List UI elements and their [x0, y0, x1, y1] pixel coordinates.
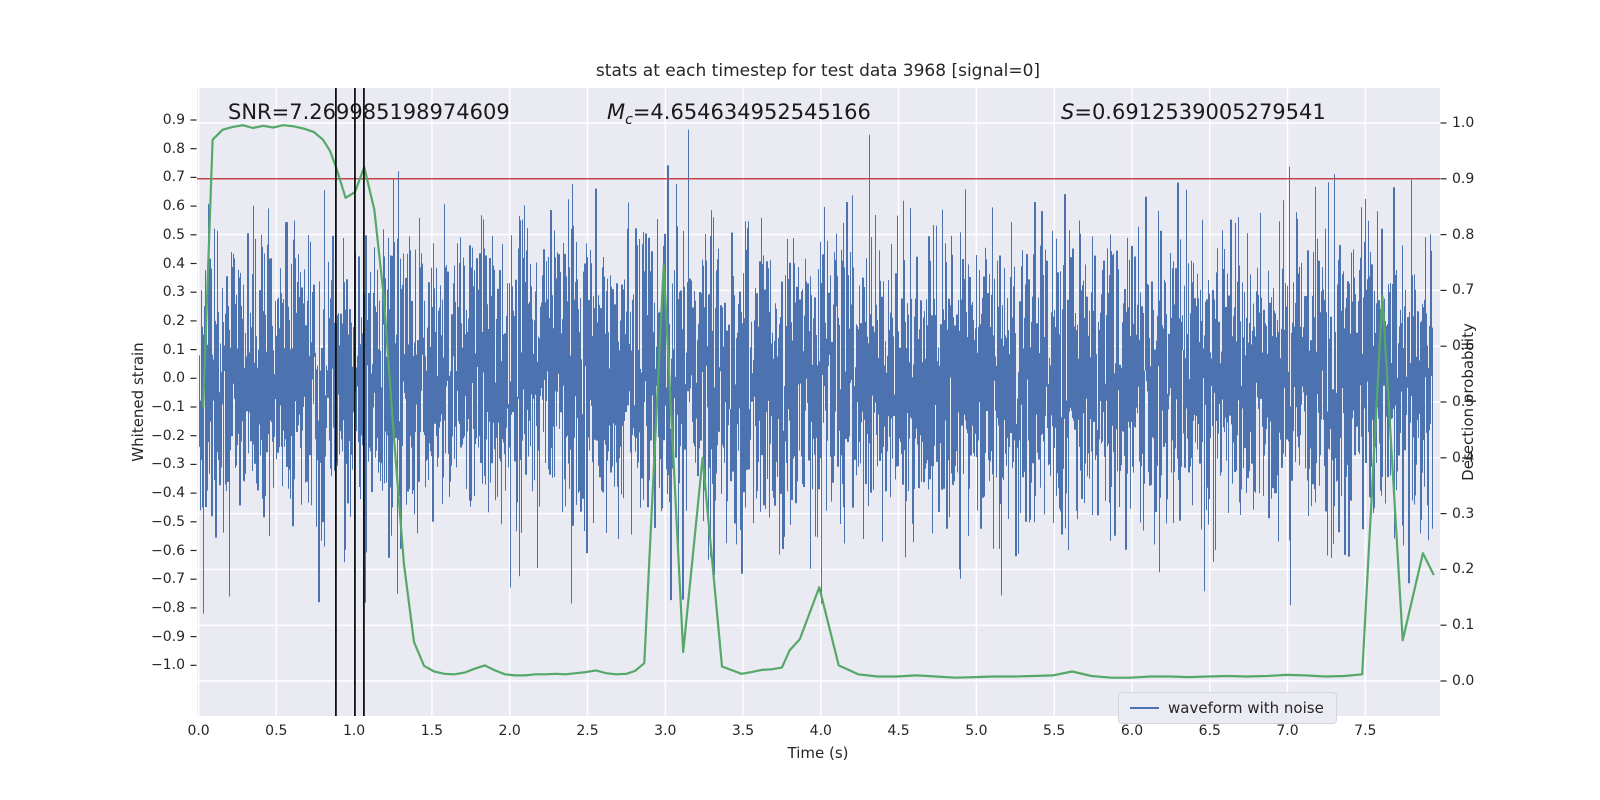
left-y-tick-label: −0.9: [151, 628, 185, 645]
x-tick-label: 6.0: [1120, 723, 1144, 739]
left-y-tick-label: 0.7: [162, 169, 185, 186]
x-tick-label: 2.5: [576, 723, 599, 739]
chirp-mass-annotation: Mc=4.654634952545166: [607, 100, 871, 128]
right-y-tick-label: 0.7: [1452, 282, 1475, 299]
x-tick-label: 5.0: [965, 723, 988, 739]
chirp-mass-subscript: c: [625, 112, 633, 129]
legend-line-swatch: [1130, 707, 1159, 709]
left-y-tick-label: 0.4: [162, 255, 185, 272]
x-tick-label: 3.5: [731, 723, 755, 739]
snr-value: =7.269985198974609: [271, 100, 510, 124]
x-tick-label: 4.5: [887, 723, 910, 739]
left-y-tick-label: −0.6: [151, 542, 185, 559]
right-y-tick-label: 1.0: [1452, 115, 1475, 131]
left-y-tick-label: 0.0: [162, 370, 185, 387]
left-y-tick-label: −0.5: [151, 513, 185, 530]
x-tick-label: 5.5: [1043, 723, 1066, 739]
left-y-tick-label: −0.4: [151, 485, 185, 502]
x-tick-label: 0.5: [265, 723, 288, 739]
left-y-tick-label: 0.3: [162, 284, 185, 301]
right-y-tick-label: 0.1: [1452, 617, 1475, 634]
right-y-tick-label: 0.8: [1452, 226, 1475, 243]
left-y-tick-label: 0.9: [162, 112, 185, 128]
significance-annotation: S=0.6912539005279541: [1061, 100, 1326, 124]
snr-annotation: SNR=7.269985198974609: [228, 100, 510, 124]
right-y-tick-label: 0.3: [1452, 505, 1475, 522]
right-y-tick-label: 0.0: [1452, 673, 1475, 689]
plot-title: stats at each timestep for test data 396…: [595, 61, 1041, 81]
x-tick-label: 3.0: [654, 723, 677, 739]
left-y-tick-label: −0.2: [151, 427, 185, 444]
x-tick-label: 6.5: [1198, 723, 1221, 739]
x-tick-label: 4.0: [809, 723, 832, 739]
left-y-tick-label: 0.2: [162, 312, 185, 329]
x-tick-label: 7.0: [1276, 723, 1299, 739]
x-tick-label: 2.0: [498, 723, 521, 739]
event-marker-lines: [334, 88, 365, 716]
x-tick-label: 0.0: [187, 723, 210, 739]
left-y-tick-label: −0.3: [151, 456, 185, 473]
legend-item-label: waveform with noise: [1168, 699, 1324, 717]
left-y-tick-label: 0.5: [162, 226, 185, 243]
significance-label: S: [1061, 100, 1075, 124]
left-y-tick-label: −0.7: [151, 571, 185, 588]
chirp-mass-value: =4.654634952545166: [632, 100, 871, 124]
legend: waveform with noise: [1118, 692, 1337, 724]
chirp-mass-label: M: [607, 100, 626, 124]
left-y-tick-label: −1.0: [151, 657, 185, 674]
detection-probability-series: [202, 124, 1435, 679]
x-tick-label: 7.5: [1354, 723, 1377, 739]
snr-label: SNR: [228, 100, 272, 124]
right-y-tick-label: 0.9: [1452, 170, 1475, 187]
x-tick-label: 1.0: [342, 723, 366, 739]
tick-marks: [190, 119, 1447, 682]
left-y-tick-label: 0.8: [162, 140, 185, 157]
left-y-tick-label: −0.1: [151, 399, 185, 415]
right-y-tick-label: 0.5: [1452, 394, 1475, 410]
left-y-tick-label: 0.6: [162, 198, 185, 215]
x-axis-label: Time (s): [787, 744, 849, 762]
right-y-tick-label: 0.2: [1452, 561, 1475, 578]
significance-value: =0.6912539005279541: [1074, 100, 1326, 124]
right-y-tick-label: 0.4: [1452, 449, 1475, 466]
right-y-tick-label: 0.6: [1452, 338, 1475, 355]
left-y-tick-label: −0.8: [151, 599, 185, 616]
left-y-tick-label: 0.1: [162, 341, 185, 358]
x-tick-label: 1.5: [420, 723, 444, 739]
